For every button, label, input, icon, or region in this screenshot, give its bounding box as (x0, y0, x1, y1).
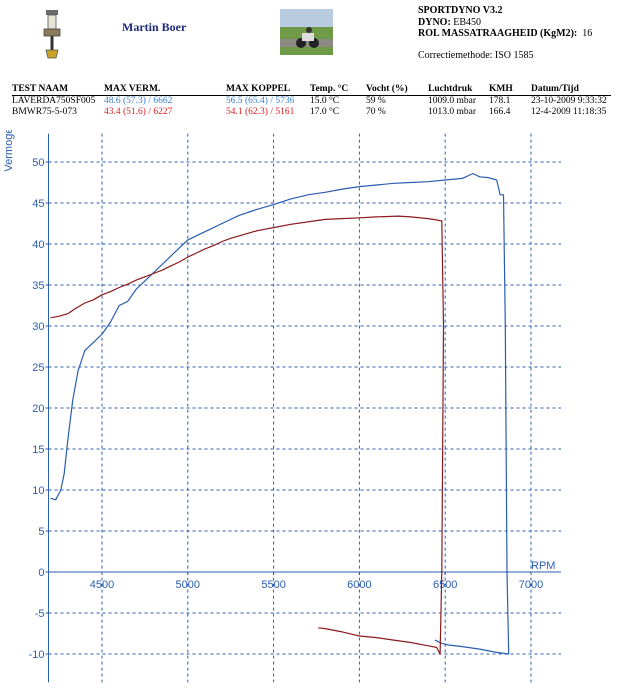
cell-verm: 48.6 (57.3) / 6662 (104, 96, 173, 106)
correction-method: Correctiemethode: ISO 1585 (418, 49, 534, 61)
cell-vocht: 70 % (366, 107, 386, 117)
series-line-bmw (50, 215, 445, 655)
app-title: SPORTDYNO V3.2 (418, 5, 503, 16)
x-tick-label: 5000 (176, 579, 200, 591)
x-tick-label: 6000 (347, 579, 371, 591)
x-tick-label: 7000 (519, 579, 543, 591)
inertia-label: ROL MASSATRAAGHEID (KgM2): (418, 28, 578, 39)
spark-plug-icon (38, 8, 66, 60)
table-row: BMWR75-5-073 43.4 (51.6) / 6227 54.1 (62… (12, 107, 611, 118)
cell-druk: 1009.0 mbar (428, 96, 477, 106)
author-name: Martin Boer (122, 20, 187, 34)
y-tick-label: 45 (32, 198, 44, 210)
x-tick-label: 4500 (90, 579, 114, 591)
y-tick-label: 25 (32, 362, 44, 374)
y-tick-label: 5 (38, 526, 44, 538)
dyno-label: DYNO: (418, 16, 451, 28)
y-tick-label: 30 (32, 321, 44, 333)
y-tick-label: 20 (32, 403, 44, 415)
cell-datum: 12-4-2009 11:18:35 (531, 107, 607, 117)
cell-name: LAVERDA750SF005 (12, 96, 96, 106)
y-tick-label: 40 (32, 239, 44, 251)
y-tick-label: 50 (32, 157, 44, 169)
cell-druk: 1013.0 mbar (428, 107, 477, 117)
motorcycle-photo (280, 9, 333, 55)
dyno-info: SPORTDYNO V3.2 DYNO: EB450 ROL MASSATRAA… (418, 5, 592, 61)
y-tick-label: 0 (38, 567, 44, 579)
col-datum: Datum/Tijd (531, 84, 611, 96)
col-kmh: KMH (489, 84, 531, 96)
x-axis-label: RPM (531, 560, 555, 572)
y-axis-label: Vermogen (3, 130, 15, 172)
x-tick-label: 6500 (433, 579, 457, 591)
col-test-name: TEST NAAM (12, 84, 104, 96)
cell-koppel: 56.5 (65.4) / 5736 (226, 96, 295, 106)
cell-datum: 23-10-2009 9:33:32 (531, 96, 607, 106)
cell-temp: 17.0 °C (310, 107, 340, 117)
series-line-laverda (50, 172, 510, 655)
x-tick-label: 5500 (261, 579, 285, 591)
power-chart: -10 -5 0 5 10 15 20 25 30 35 40 45 50 4500 5000 5500 600… (3, 130, 561, 683)
y-tick-label: 15 (32, 444, 44, 456)
cell-kmh: 178.1 (489, 96, 511, 106)
cell-vocht: 59 % (366, 96, 386, 106)
col-vocht: Vocht (%) (366, 84, 428, 96)
col-temp: Temp. °C (310, 84, 366, 96)
cell-name: BMWR75-5-073 (12, 107, 77, 117)
y-tick-label: 10 (32, 485, 44, 497)
dyno-value: EB450 (453, 16, 482, 28)
y-tick-label: 35 (32, 280, 44, 292)
cell-verm: 43.4 (51.6) / 6227 (104, 107, 173, 117)
cell-koppel: 54.1 (62.3) / 5161 (226, 107, 295, 117)
y-tick-label: -10 (29, 649, 45, 661)
col-max-koppel: MAX KOPPEL (226, 84, 310, 96)
table-header-row: TEST NAAM MAX VERM. MAX KOPPEL Temp. °C … (12, 84, 611, 96)
y-tick-label: -5 (35, 608, 45, 620)
cell-temp: 15.0 °C (310, 96, 340, 106)
col-max-verm: MAX VERM. (104, 84, 226, 96)
results-table: TEST NAAM MAX VERM. MAX KOPPEL Temp. °C … (12, 84, 611, 118)
col-luchtdruk: Luchtdruk (428, 84, 489, 96)
inertia-value: 16 (582, 28, 593, 39)
table-row: LAVERDA750SF005 48.6 (57.3) / 6662 56.5 … (12, 96, 611, 108)
cell-kmh: 166.4 (489, 107, 511, 117)
